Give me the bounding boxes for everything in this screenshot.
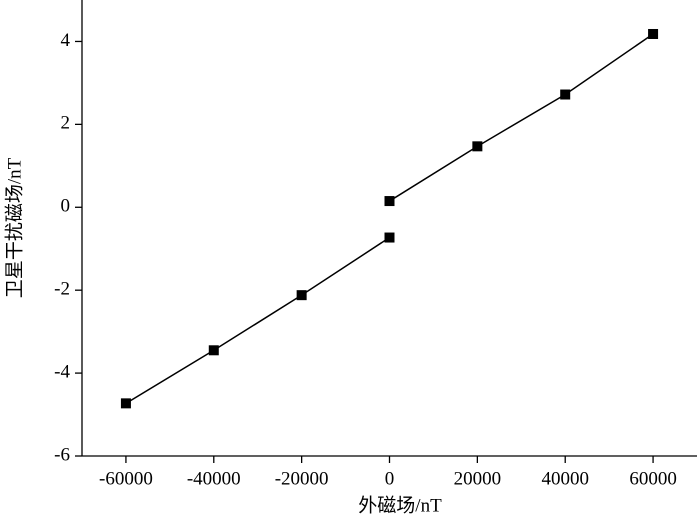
y-tick-label: -4 — [54, 361, 70, 382]
x-tick-label: 0 — [385, 468, 395, 489]
x-tick-label: 40000 — [541, 468, 589, 489]
data-line — [389, 33, 654, 202]
y-tick-label: -2 — [54, 279, 70, 300]
x-tick-label: 20000 — [454, 468, 502, 489]
data-point — [384, 196, 395, 207]
data-line — [125, 236, 390, 404]
y-tick-label: -6 — [54, 444, 70, 465]
y-tick-label: 4 — [61, 30, 71, 51]
y-tick-label: 2 — [61, 113, 71, 134]
x-axis-label: 外磁场/nT — [358, 494, 442, 516]
data-point — [560, 89, 571, 100]
data-point — [384, 232, 395, 243]
data-point — [208, 345, 219, 356]
x-tick-label: -40000 — [187, 468, 241, 489]
data-point — [120, 398, 131, 409]
y-axis-label: 卫星干扰磁场/nT — [3, 157, 25, 298]
x-tick-label: -60000 — [99, 468, 153, 489]
x-tick-label: 60000 — [629, 468, 677, 489]
data-point — [648, 28, 659, 39]
data-point — [472, 141, 483, 152]
y-tick-label: 0 — [61, 196, 71, 217]
x-tick-label: -20000 — [275, 468, 329, 489]
data-point — [296, 290, 307, 301]
